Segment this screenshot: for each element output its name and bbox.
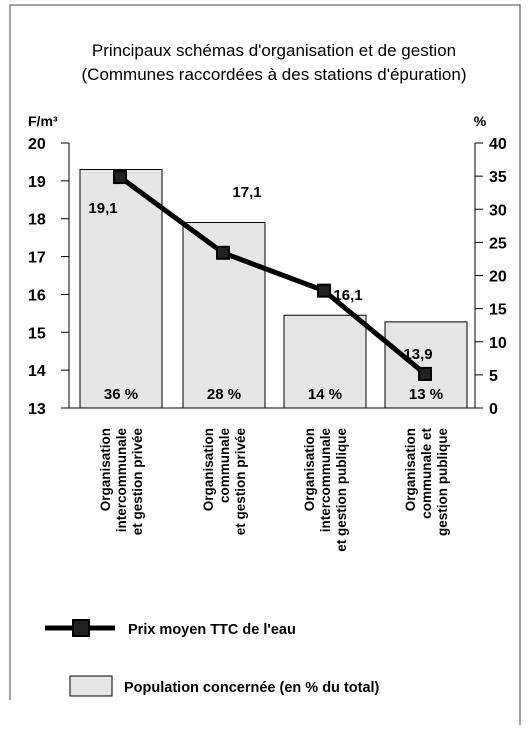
chart-subtitle: (Communes raccordées à des stations d'ép…	[82, 65, 467, 84]
price-value-label: 13,9	[403, 346, 432, 363]
right-tick-label: 5	[489, 368, 498, 385]
bar	[79, 169, 163, 409]
bar-value-label: 28 %	[207, 386, 241, 403]
category-label: Organisation	[201, 428, 216, 511]
bars: 36 % 28 % 14 % 13 %	[79, 169, 468, 409]
category-label: gestion publique	[435, 428, 450, 536]
category-label: et gestion privée	[130, 428, 145, 536]
price-line: 19,1 17,1 16,1 13,9	[88, 170, 433, 381]
legend-bar-label: Population concernée (en % du total)	[124, 680, 380, 696]
bar-value-label: 36 %	[104, 386, 138, 403]
legend-bar-swatch	[69, 675, 113, 697]
axes: 20 19 18 17 16 15 14 13 40 35 30 25 20 15 10 5 0	[28, 136, 507, 418]
price-marker	[317, 283, 331, 298]
right-tick-label: 0	[489, 401, 498, 418]
left-tick-label: 18	[28, 212, 46, 229]
left-tick-label: 17	[28, 250, 46, 267]
bar-value-label: 13 %	[409, 386, 443, 403]
right-tick-label: 40	[489, 136, 507, 153]
legend: Prix moyen TTC de l'eau Population conce…	[45, 619, 380, 697]
bar	[283, 314, 367, 409]
category-label: intercommunale	[318, 428, 333, 533]
bar-value-label: 14 %	[308, 386, 342, 403]
right-tick-label: 20	[489, 269, 507, 286]
price-marker	[418, 366, 432, 381]
category-label: et gestion publique	[334, 428, 349, 552]
price-marker	[113, 170, 127, 185]
legend-line-label: Prix moyen TTC de l'eau	[128, 622, 296, 638]
price-value-label: 16,1	[333, 287, 362, 304]
category-label: et gestion privée	[233, 428, 248, 536]
right-tick-label: 10	[489, 335, 507, 352]
left-tick-label: 14	[28, 363, 46, 380]
left-tick-label: 13	[28, 401, 46, 418]
price-value-label: 19,1	[88, 200, 117, 217]
right-tick-label: 35	[489, 169, 507, 186]
category-label: Organisation	[98, 428, 113, 511]
left-tick-label: 20	[28, 136, 46, 153]
left-tick-label: 16	[28, 287, 46, 304]
right-tick-label: 15	[489, 302, 507, 319]
bar	[384, 321, 468, 409]
frame-border	[9, 4, 521, 725]
category-label: communale	[217, 428, 232, 504]
right-axis-unit: %	[474, 113, 487, 129]
category-label: intercommunale	[114, 428, 129, 533]
category-label: Organisation	[403, 428, 418, 511]
chart-title: Principaux schémas d'organisation et de …	[92, 41, 456, 60]
price-polyline	[118, 175, 427, 376]
price-marker	[216, 245, 230, 260]
price-value-label: 17,1	[232, 184, 261, 201]
right-tick-label: 30	[489, 202, 507, 219]
category-label: Organisation	[302, 428, 317, 511]
legend-line-marker	[72, 619, 90, 637]
left-tick-label: 15	[28, 325, 46, 342]
category-labels: Organisation intercommunale et gestion pri…	[98, 428, 450, 552]
left-tick-label: 19	[28, 174, 46, 191]
left-axis-unit: F/m³	[28, 113, 58, 129]
category-label: communale et	[419, 428, 434, 519]
right-tick-label: 25	[489, 235, 507, 252]
